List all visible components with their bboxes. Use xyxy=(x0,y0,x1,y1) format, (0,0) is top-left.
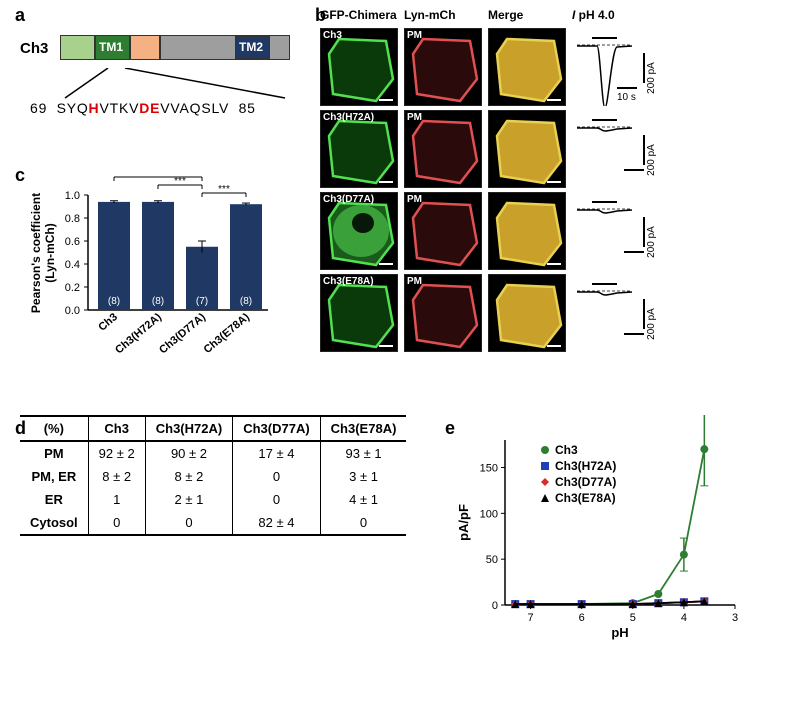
cell-gfp: Ch3(E78A) xyxy=(320,274,398,352)
svg-text:pH: pH xyxy=(611,625,628,640)
svg-text:Ch3(E78A): Ch3(E78A) xyxy=(202,311,253,356)
svg-text:200 pA: 200 pA xyxy=(646,144,657,176)
svg-text:50: 50 xyxy=(486,554,498,566)
svg-text:3: 3 xyxy=(732,612,738,624)
bracket-lines xyxy=(60,68,290,103)
ch3-label: Ch3 xyxy=(20,40,48,57)
current-trace: 200 pA xyxy=(572,192,667,270)
panel-c: 0.00.20.40.60.81.0Pearson's coefficient(… xyxy=(20,175,305,375)
svg-text:(Lyn-mCh): (Lyn-mCh) xyxy=(43,223,57,283)
svg-text:1.0: 1.0 xyxy=(65,190,80,202)
current-trace: 200 pA xyxy=(572,274,667,352)
cell-lyn: PM xyxy=(404,274,482,352)
svg-text:Pearson's coefficient: Pearson's coefficient xyxy=(29,193,43,313)
svg-text:(7): (7) xyxy=(196,296,208,307)
svg-text:6: 6 xyxy=(579,612,585,624)
svg-text:Ch3: Ch3 xyxy=(96,311,120,334)
ch3-diagram: TM1TM2 xyxy=(60,30,290,65)
svg-text:***: *** xyxy=(174,176,186,187)
cell-lyn: PM xyxy=(404,28,482,106)
svg-text:200 pA: 200 pA xyxy=(646,226,657,258)
cell-lyn: PM xyxy=(404,192,482,270)
cell-lyn: PM xyxy=(404,110,482,188)
svg-text:(8): (8) xyxy=(152,296,164,307)
svg-text:0.8: 0.8 xyxy=(65,213,80,225)
cell-merge xyxy=(488,110,566,188)
panel-e: 0 50 100 150 7 6 5 4 3 pA/pF pH Ch3 Ch3(H72A) Ch3(D77… xyxy=(450,415,770,645)
svg-text:0.2: 0.2 xyxy=(65,282,80,294)
localization-table: (%)Ch3Ch3(H72A)Ch3(D77A)Ch3(E78A)PM92 ± … xyxy=(20,415,406,536)
svg-text:***: *** xyxy=(152,175,164,179)
cell-gfp: Ch3(H72A) xyxy=(320,110,398,188)
svg-text:5: 5 xyxy=(630,612,636,624)
current-trace: 200 pA xyxy=(572,110,667,188)
cell-gfp: Ch3 xyxy=(320,28,398,106)
panel-b: GFP-ChimeraLyn-mChMergeI pH 4.0Ch3PM200 … xyxy=(320,8,780,352)
sequence: 69 SYQHVTKVDEVVAQSLV 85 xyxy=(30,100,256,116)
svg-text:10 s: 10 s xyxy=(617,92,636,103)
svg-text:4: 4 xyxy=(681,612,687,624)
svg-text:Ch3(E78A): Ch3(E78A) xyxy=(555,491,616,505)
svg-text:Ch3(H72A): Ch3(H72A) xyxy=(113,311,164,357)
svg-text:Ch3: Ch3 xyxy=(555,443,578,457)
svg-text:0: 0 xyxy=(492,600,498,612)
cell-merge xyxy=(488,28,566,106)
svg-text:7: 7 xyxy=(527,612,533,624)
svg-text:(8): (8) xyxy=(240,296,252,307)
svg-text:***: *** xyxy=(218,184,230,195)
svg-text:100: 100 xyxy=(480,508,498,520)
svg-text:Ch3(H72A): Ch3(H72A) xyxy=(555,459,616,473)
svg-text:0.0: 0.0 xyxy=(65,305,80,317)
panel-d: (%)Ch3Ch3(H72A)Ch3(D77A)Ch3(E78A)PM92 ± … xyxy=(20,415,420,536)
svg-text:0.6: 0.6 xyxy=(65,236,80,248)
panel-a-label: a xyxy=(15,5,25,26)
svg-text:200 pA: 200 pA xyxy=(646,62,657,94)
svg-text:0.4: 0.4 xyxy=(65,259,80,271)
current-trace: 200 pA 10 s xyxy=(572,28,667,106)
cell-gfp: Ch3(D77A) xyxy=(320,192,398,270)
svg-text:150: 150 xyxy=(480,463,498,475)
svg-text:pA/pF: pA/pF xyxy=(456,504,471,541)
cell-merge xyxy=(488,192,566,270)
svg-text:200 pA: 200 pA xyxy=(646,308,657,340)
svg-text:Ch3(D77A): Ch3(D77A) xyxy=(555,475,616,489)
svg-text:Ch3(D77A): Ch3(D77A) xyxy=(157,311,208,357)
svg-text:(8): (8) xyxy=(108,296,120,307)
cell-merge xyxy=(488,274,566,352)
